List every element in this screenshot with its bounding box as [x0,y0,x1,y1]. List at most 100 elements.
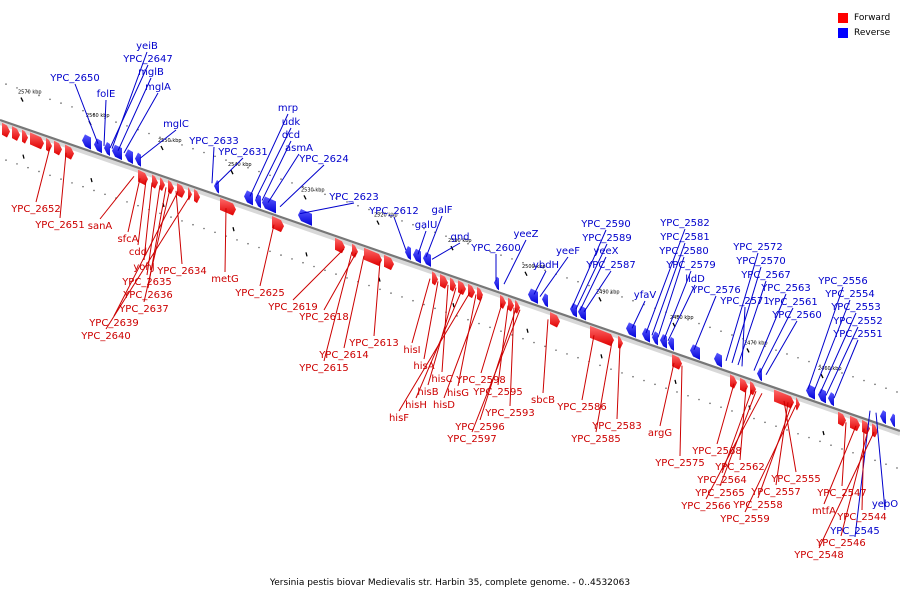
track-dot [126,201,128,203]
track-dot [236,239,238,241]
track-dot [522,261,524,264]
track-dot [643,379,645,382]
genome-axis [0,118,900,433]
track-dot [610,368,612,370]
leader-line [443,296,483,399]
track-dot [346,277,348,279]
leader-line [423,281,439,360]
forward-gene [46,137,52,152]
track-dot [830,444,832,446]
tick-mark [376,220,380,225]
leader-line [299,202,355,215]
reverse-gene-label-udk: udk [282,117,301,128]
forward-gene-label-hisi: hisI [403,345,420,356]
reverse-gene [255,194,261,209]
track-dot [874,459,876,462]
forward-gene-label-ypc-2566: YPC_2566 [680,501,731,512]
track-dot [676,315,678,317]
leader-line [819,312,857,394]
legend-reverse-label: Reverse [854,27,891,38]
track-dot [709,326,711,329]
leader-line [861,428,865,511]
forward-gene-label-ypc-2598: YPC_2598 [455,375,506,386]
reverse-gene-label-mrp: mrp [278,103,298,114]
forward-gene-label-sana: sanA [88,221,113,232]
forward-gene [272,215,284,233]
leader-line [744,404,797,513]
track-dot [610,292,612,294]
leader-line [373,261,381,337]
reverse-gene-label-ypc-2590: YPC_2590 [580,219,631,230]
track-dot [49,98,51,101]
track-dot [555,349,557,351]
track-dot [489,250,491,253]
forward-gene-label-ypc-2634: YPC_2634 [156,266,207,277]
tick-label: 2490 kbp [596,289,620,295]
reverse-gene-label-yebo: yebO [872,499,898,510]
tick-mark [230,169,234,175]
forward-gene-label-ypc-2565: YPC_2565 [694,488,745,499]
leader-line [725,252,759,362]
leader-line [663,270,692,340]
leader-line [267,153,300,203]
leader-line [497,305,509,386]
forward-gene-label-ypc-2595: YPC_2595 [472,387,523,398]
tick-label: 2500 kbp [522,264,546,270]
reverse-gene-label-ypc-2556: YPC_2556 [817,276,868,287]
forward-gene [450,277,456,292]
reverse-gene-label-ypc-2553: YPC_2553 [830,302,881,313]
reverse-gene [818,388,826,404]
forward-gene [65,144,74,160]
leader-line [143,182,153,261]
track-dot [566,277,568,279]
forward-gene-label-ypc-2637: YPC_2637 [118,304,169,315]
reverse-gene-label-gnd: gnd [450,232,469,243]
forward-gene [22,129,28,144]
reverse-gene-label-ypc-2589: YPC_2589 [581,233,632,244]
track-dot [544,269,546,272]
reverse-gene-label-ypc-2554: YPC_2554 [824,289,875,300]
leader-line [249,113,289,197]
leader-line [215,157,244,185]
legend-forward: Forward [838,10,890,25]
leader-line [479,308,517,421]
track-dot [698,322,700,325]
leader-line [255,127,292,199]
leader-line [741,306,746,367]
leader-line [175,190,183,265]
leader-line [759,307,794,373]
track-dot [247,166,249,169]
track-dot [489,326,491,329]
reverse-gene-label-ypc-2582: YPC_2582 [659,218,710,229]
leader-line [631,300,646,329]
forward-gene [152,174,158,189]
leader-line [575,243,608,310]
leader-line [765,320,798,375]
forward-gene [508,297,514,312]
tick-mark [822,430,825,436]
reverse-gene-label-ypc-2551: YPC_2551 [832,329,883,340]
track-dot [423,227,425,230]
axis-ticks: 2570 kbp 2560 kbp 2550 kbp 2540 kbp 2530 kbp… [18,90,842,436]
forward-gene-label-ypc-2544: YPC_2544 [836,512,887,523]
tick-mark [305,252,308,257]
track-dot [632,299,634,302]
track-dot [181,220,183,222]
forward-gene [384,254,394,271]
track-dot [390,216,392,218]
forward-gene-label-ypc-2583: YPC_2583 [591,421,642,432]
track-dot [412,223,414,226]
track-dot [687,394,689,397]
leader-line [137,180,147,246]
forward-gene-label-ypc-2547: YPC_2547 [816,488,867,499]
track-dot [203,227,205,230]
track-dot [5,159,7,161]
leader-line [616,344,621,420]
reverse-gene-label-ypc-2545: YPC_2545 [829,526,880,537]
track-dot [269,174,271,177]
leader-line [823,425,857,505]
track-dot [753,417,755,420]
forward-gene [468,283,475,299]
track-dot [621,296,623,298]
reverse-gene-label-yfav: yfaV [634,290,657,301]
